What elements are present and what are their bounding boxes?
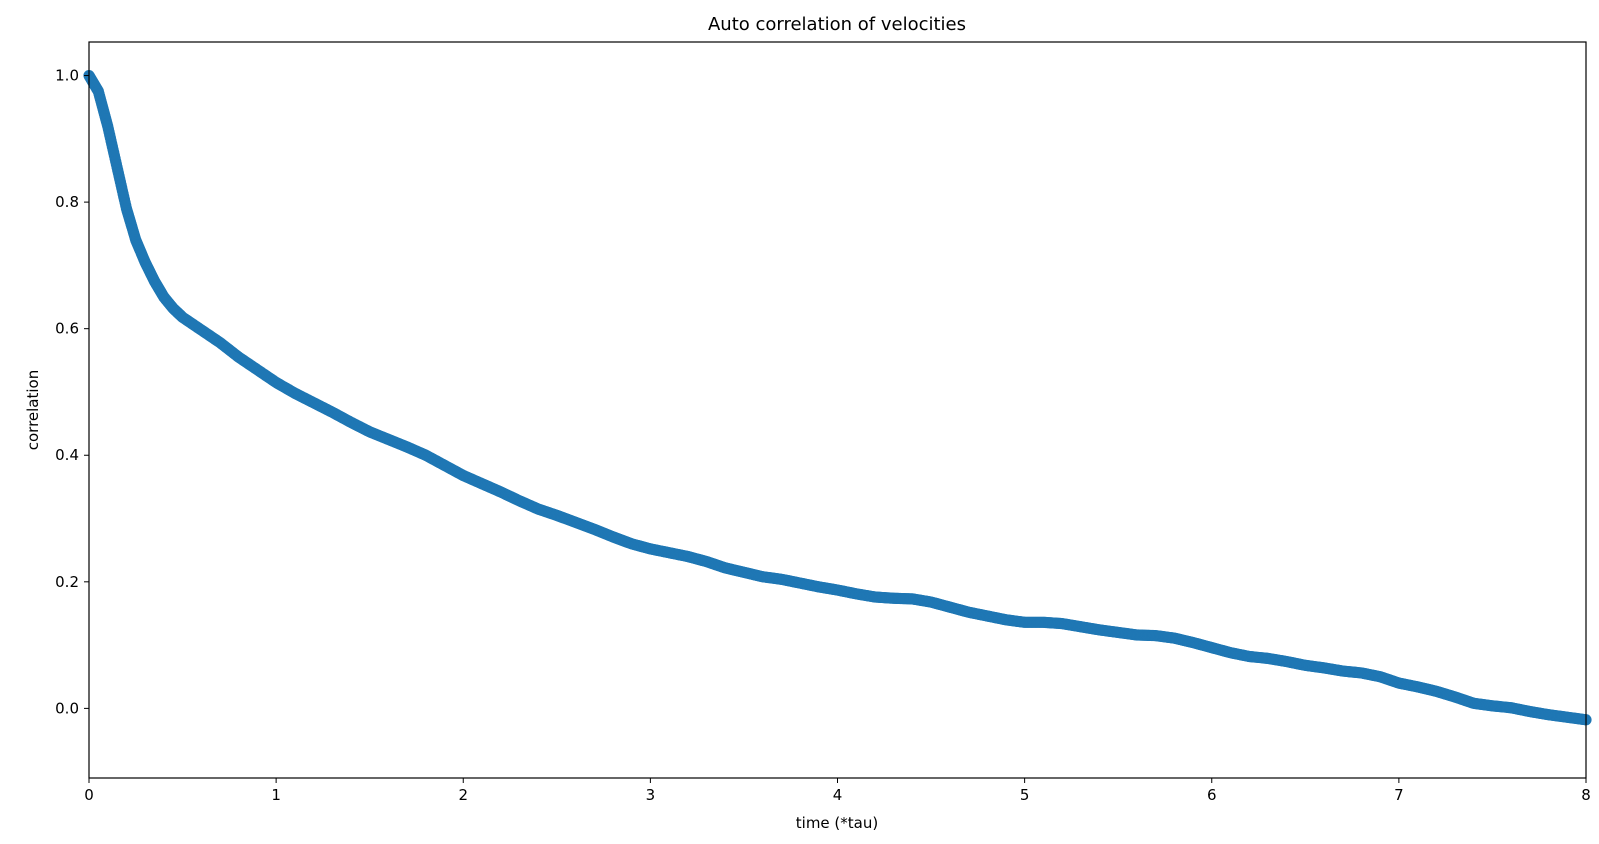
y-tick-label: 0.2: [55, 573, 79, 591]
x-tick-label: 1: [271, 786, 281, 804]
chart-title: Auto correlation of velocities: [708, 14, 966, 35]
x-tick-label: 5: [1020, 786, 1030, 804]
y-tick-label: 0.4: [55, 446, 79, 464]
y-tick-label: 0.8: [55, 193, 79, 211]
x-tick-label: 8: [1581, 786, 1591, 804]
x-tick-label: 3: [646, 786, 656, 804]
x-axis-ticks: 0 1 2 3 4 5 6 7 8: [84, 778, 1591, 804]
plot-layer: [83, 69, 1592, 726]
x-tick-label: 4: [833, 786, 843, 804]
x-tick-label: 6: [1207, 786, 1217, 804]
y-axis-ticks: 0.0 0.2 0.4 0.6 0.8 1.0: [55, 67, 89, 717]
y-axis-label: correlation: [24, 370, 42, 451]
y-tick-label: 1.0: [55, 67, 79, 85]
y-tick-label: 0.0: [55, 699, 79, 717]
x-axis-label: time (*tau): [796, 814, 878, 832]
x-tick-label: 2: [458, 786, 468, 804]
y-tick-label: 0.6: [55, 320, 79, 338]
x-tick-label: 7: [1394, 786, 1404, 804]
x-tick-label: 0: [84, 786, 94, 804]
